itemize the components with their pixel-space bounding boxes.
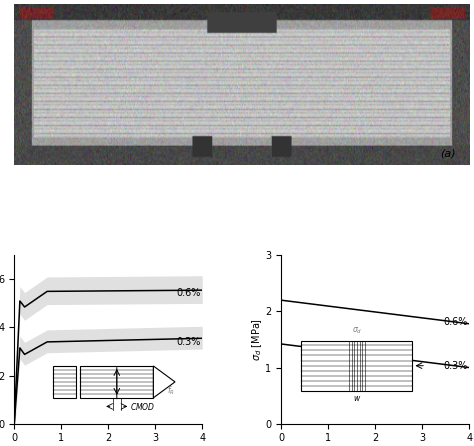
Text: 0.3%: 0.3% xyxy=(443,361,468,371)
Text: 0.6%: 0.6% xyxy=(176,288,201,297)
Y-axis label: $\sigma_d$ [MPa]: $\sigma_d$ [MPa] xyxy=(250,318,264,361)
Text: (a): (a) xyxy=(440,149,456,158)
Text: 0.6%: 0.6% xyxy=(443,317,468,326)
Text: 0.3%: 0.3% xyxy=(176,337,201,347)
